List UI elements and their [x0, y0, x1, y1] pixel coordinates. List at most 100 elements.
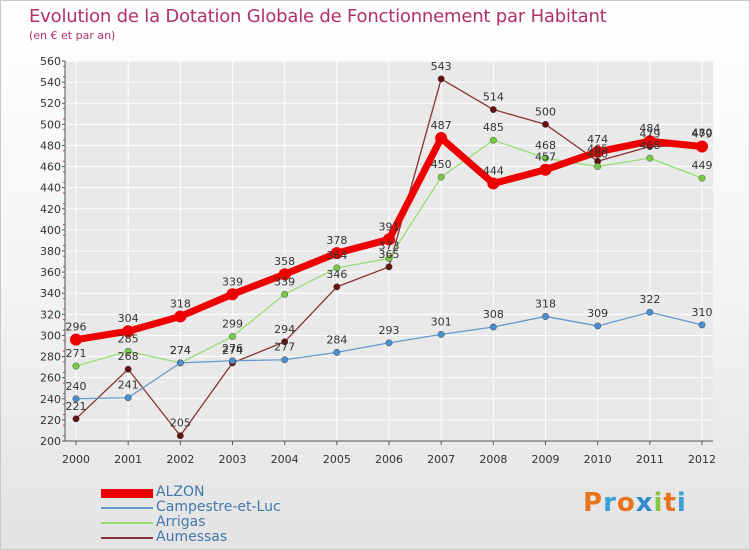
data-label-alzon: 304 [118, 312, 139, 325]
data-label-arrigas: 468 [535, 139, 556, 152]
x-tick-label: 2003 [219, 453, 247, 466]
y-tick-label: 360 [40, 266, 61, 279]
chart-title: Evolution de la Dotation Globale de Fonc… [29, 6, 607, 27]
data-point-campestre-et-luc [176, 359, 184, 367]
data-label-campestre-et-luc: 310 [692, 306, 713, 319]
data-label-aumessas: 479 [639, 128, 660, 141]
data-point-campestre-et-luc [281, 356, 289, 364]
y-tick-label: 300 [40, 329, 61, 342]
legend-swatch-alzon [101, 489, 153, 498]
proxiti-logo: Proxiti [583, 488, 687, 518]
y-tick-label: 480 [40, 139, 61, 152]
data-point-arrigas [229, 333, 236, 340]
data-label-campestre-et-luc: 309 [587, 307, 608, 320]
data-point-alzon [226, 288, 239, 301]
x-tick-label: 2001 [114, 453, 142, 466]
data-point-campestre-et-luc [229, 357, 236, 365]
y-tick-label: 340 [40, 287, 61, 300]
data-point-alzon [591, 145, 604, 158]
data-label-campestre-et-luc: 322 [639, 293, 660, 306]
data-point-aumessas [72, 415, 80, 423]
data-point-arrigas [333, 264, 341, 272]
x-tick-label: 2006 [375, 453, 403, 466]
grid-layer [65, 60, 713, 442]
legend-label-aumessas: Aumessas [156, 529, 228, 545]
data-label-alzon: 487 [431, 119, 452, 132]
data-label-campestre-et-luc: 318 [535, 297, 556, 310]
y-tick-label: 440 [40, 182, 61, 195]
y-tick-label: 520 [40, 97, 61, 110]
data-point-campestre-et-luc [698, 321, 706, 329]
data-label-campestre-et-luc: 308 [483, 308, 504, 321]
x-tick-label: 2009 [532, 453, 560, 466]
data-label-aumessas: 465 [587, 142, 608, 155]
legend-item-aumessas: Aumessas [101, 529, 361, 545]
data-point-campestre-et-luc [542, 312, 549, 320]
data-point-alzon [539, 163, 552, 176]
data-label-campestre-et-luc: 293 [379, 324, 400, 337]
data-point-campestre-et-luc [385, 339, 393, 347]
data-label-campestre-et-luc: 241 [118, 379, 139, 392]
legend-swatch-aumessas [101, 537, 153, 539]
y-tick-label: 540 [40, 76, 61, 89]
data-label-arrigas: 450 [431, 158, 452, 171]
data-point-campestre-et-luc [72, 395, 80, 403]
y-tick-label: 200 [40, 435, 61, 448]
data-label-alzon: 296 [66, 321, 87, 334]
y-tick-label: 460 [40, 161, 61, 174]
data-label-arrigas: 274 [170, 344, 191, 357]
y-tick-label: 320 [40, 308, 61, 321]
x-tick-label: 2005 [323, 453, 351, 466]
x-tick-label: 2004 [271, 453, 299, 466]
data-point-campestre-et-luc [333, 348, 341, 356]
y-tick-label: 420 [40, 203, 61, 216]
y-tick-label: 560 [40, 55, 61, 68]
x-tick-label: 2000 [62, 453, 90, 466]
data-label-aumessas: 480 [692, 126, 713, 139]
data-label-arrigas: 460 [587, 148, 608, 161]
data-label-campestre-et-luc: 301 [431, 315, 452, 328]
data-label-aumessas: 294 [274, 323, 295, 336]
data-label-campestre-et-luc: 276 [222, 342, 243, 355]
data-label-aumessas: 500 [535, 105, 556, 118]
data-label-arrigas: 485 [483, 121, 504, 134]
data-point-arrigas [281, 290, 289, 298]
data-point-aumessas [176, 432, 184, 440]
data-label-arrigas: 339 [274, 275, 295, 288]
data-point-alzon [70, 333, 82, 346]
data-label-arrigas: 271 [66, 347, 87, 360]
legend-swatch-arrigas [101, 522, 153, 524]
legend-item-alzon: ALZON [101, 484, 361, 500]
legend-item-arrigas: Arrigas [101, 514, 361, 530]
x-tick-label: 2002 [166, 453, 194, 466]
data-label-campestre-et-luc: 274 [170, 344, 191, 357]
chart-subtitle: (en € et par an) [29, 29, 116, 42]
x-tick-label: 2010 [584, 453, 612, 466]
data-label-aumessas: 221 [66, 400, 87, 413]
data-label-aumessas: 365 [379, 248, 400, 261]
logo-letter: o [616, 488, 636, 518]
data-point-arrigas [385, 254, 393, 262]
legend-label-alzon: ALZON [156, 484, 205, 500]
data-label-aumessas: 514 [483, 91, 504, 104]
data-label-aumessas: 205 [170, 417, 191, 430]
data-point-campestre-et-luc [646, 308, 654, 316]
data-point-arrigas [437, 173, 445, 181]
logo-letter: t [663, 488, 677, 518]
data-point-alzon [487, 177, 500, 190]
data-label-aumessas: 346 [326, 268, 347, 281]
legend: ALZON Campestre-et-Luc Arrigas Aumessas [101, 484, 361, 545]
data-label-arrigas: 299 [222, 318, 243, 331]
data-label-aumessas: 274 [222, 344, 243, 357]
data-point-arrigas [698, 174, 706, 182]
data-point-aumessas [333, 283, 341, 291]
logo-letter: i [676, 488, 687, 518]
data-point-aumessas [385, 263, 393, 271]
x-tick-label: 2011 [636, 453, 664, 466]
data-label-alzon: 474 [587, 133, 608, 146]
data-label-alzon: 318 [170, 297, 191, 310]
data-label-arrigas: 373 [379, 239, 400, 252]
data-label-alzon: 457 [535, 151, 556, 164]
data-point-aumessas [542, 120, 549, 128]
